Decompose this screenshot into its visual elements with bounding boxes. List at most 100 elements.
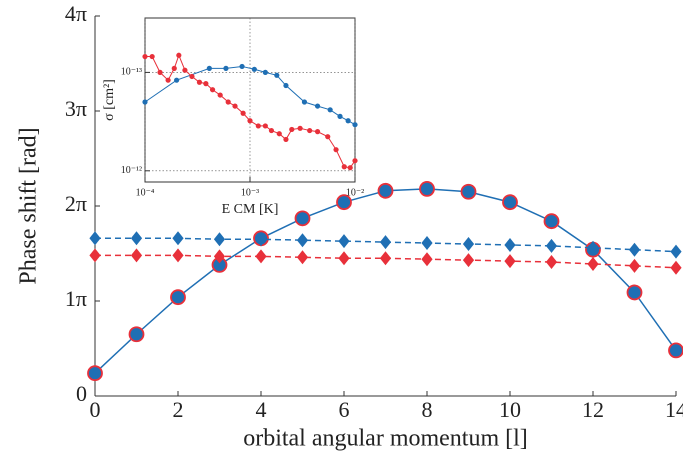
x-tick-label: 10⁻⁴ [136,187,155,198]
diamond-marker [670,244,682,259]
diamond-marker [545,255,558,270]
diamond-marker [89,248,101,263]
circle-marker [157,69,163,75]
circle-marker [341,164,347,170]
circle-marker [377,182,394,199]
circle-marker [176,52,182,58]
diamond-marker [255,232,267,247]
circle-marker [206,65,212,71]
diamond-marker [628,242,641,257]
diamond-marker [296,233,309,248]
x-tick-label: 10 [499,397,521,422]
diamond-marker [338,234,350,249]
circle-marker [247,118,253,124]
circle-marker [239,63,245,70]
circle-marker [345,118,351,124]
diamond-marker [504,254,516,269]
circle-marker [149,53,155,60]
x-axis-label: orbital angular momentum [l] [243,426,528,452]
diamond-marker [462,253,475,268]
circle-marker [352,158,358,164]
circle-marker [225,99,231,105]
x-tick-label: 8 [422,397,433,422]
circle-marker [182,67,188,73]
circle-marker [209,87,216,93]
circle-marker [142,53,148,60]
y-tick-label: 0 [76,381,87,406]
diamond-marker [213,232,226,247]
circle-marker [276,131,282,137]
diamond-marker [172,248,184,263]
circle-marker [336,194,352,211]
y-tick-label: 1π [65,286,87,311]
circle-marker [268,127,275,134]
circle-marker [283,136,289,143]
series-line [94,188,677,374]
circle-marker [255,123,261,129]
circle-marker [223,65,229,71]
diamond-marker [213,249,226,264]
circle-marker [325,134,331,140]
diamond-marker [628,258,641,273]
circle-marker [262,69,268,75]
x-tick-label: 2 [173,397,184,422]
diamond-marker [462,237,475,251]
circle-marker [297,125,303,131]
diamond-marker [379,251,392,266]
diamond-marker [587,256,599,271]
x-tick-label: 14 [665,397,683,422]
circle-marker [289,126,295,133]
diamond-marker [379,235,392,250]
diamond-marker [296,250,309,265]
circle-marker [171,65,177,71]
circle-marker [301,99,308,105]
diamond-marker [130,231,143,246]
y-tick-label: 4π [65,1,87,26]
y-axis-label: Phase shift [rad] [16,127,42,284]
diamond-marker [421,236,433,251]
circle-marker [262,123,268,129]
x-axis-label: E CM [K] [222,202,279,217]
circle-marker [128,326,145,343]
x-tick-label: 12 [582,397,604,422]
circle-marker [142,99,148,105]
x-tick-label: 6 [339,397,350,422]
circle-marker [502,194,518,211]
y-tick-label: 10⁻¹² [121,165,142,176]
circle-marker [337,113,343,119]
diamond-marker [172,231,184,246]
circle-marker [314,103,321,109]
y-tick-label: 3π [65,96,87,121]
circle-marker [314,129,321,135]
circle-marker [217,92,223,98]
diamond-marker [587,240,599,255]
circle-marker [174,77,180,83]
circle-marker [196,79,203,85]
diamond-marker [504,237,516,252]
x-tick-label: 4 [256,397,267,422]
circle-marker [352,122,358,128]
circle-marker [460,183,477,200]
circle-marker [165,77,171,83]
y-tick-label: 2π [65,191,87,216]
diamond-marker [130,248,143,263]
circle-marker [347,165,353,171]
circle-marker [283,82,289,89]
circle-marker [274,72,280,78]
y-tick-label: 10⁻¹³ [121,67,142,78]
diamond-marker [338,251,350,266]
circle-marker [543,213,560,230]
x-tick-label: 10⁻² [346,187,364,198]
circle-marker [307,127,313,134]
diamond-marker [89,231,101,246]
circle-marker [170,289,186,306]
circle-marker [419,180,435,197]
circle-marker [232,103,238,109]
diamond-marker [421,252,433,267]
circle-marker [668,342,683,359]
circle-marker [251,66,257,72]
circle-marker [87,365,103,382]
circle-marker [240,110,246,116]
circle-marker [203,81,209,87]
